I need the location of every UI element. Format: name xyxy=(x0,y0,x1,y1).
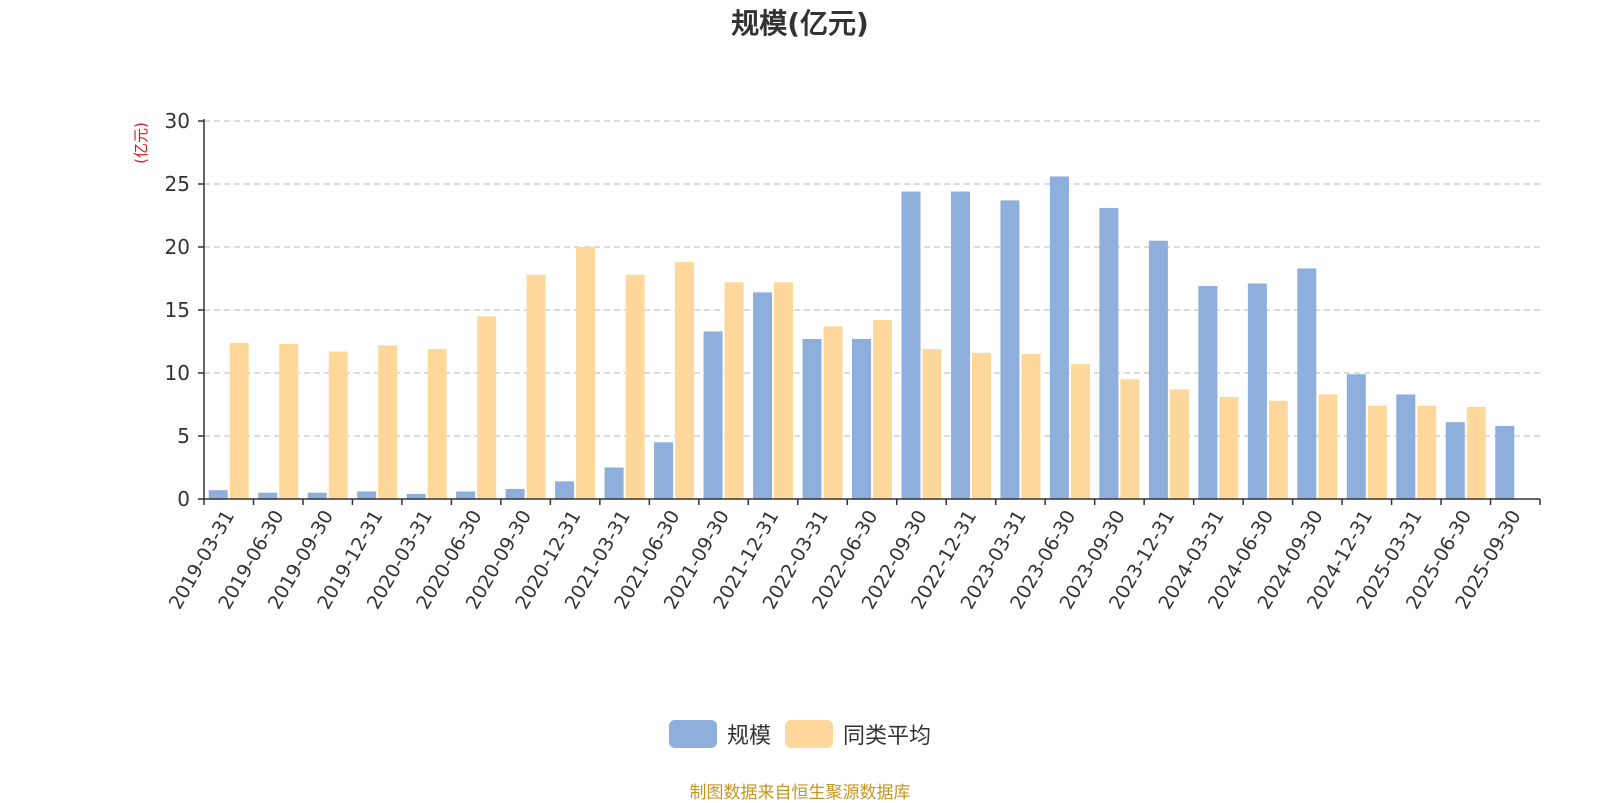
bar-scale[interactable] xyxy=(1198,286,1218,499)
bar-scale[interactable] xyxy=(703,331,723,499)
bar-peer-average[interactable] xyxy=(774,282,794,499)
y-tick-label: 20 xyxy=(165,235,190,259)
legend-swatch-peer-average xyxy=(785,720,833,748)
bar-peer-average[interactable] xyxy=(328,351,348,499)
bar-scale[interactable] xyxy=(1346,374,1366,499)
bar-peer-average[interactable] xyxy=(1219,396,1239,499)
bar-scale[interactable] xyxy=(1495,425,1515,499)
y-tick-label: 25 xyxy=(165,172,190,196)
bar-peer-average[interactable] xyxy=(675,262,695,499)
bar-peer-average[interactable] xyxy=(1070,364,1090,499)
bar-peer-average[interactable] xyxy=(1120,379,1140,499)
bar-peer-average[interactable] xyxy=(279,344,299,499)
bar-peer-average[interactable] xyxy=(1417,405,1437,499)
legend-item-peer-average[interactable]: 同类平均 xyxy=(785,718,931,750)
bar-scale[interactable] xyxy=(1445,422,1465,499)
bar-peer-average[interactable] xyxy=(873,320,892,499)
y-tick-label: 15 xyxy=(165,298,190,322)
bar-peer-average[interactable] xyxy=(724,282,744,499)
bar-peer-average[interactable] xyxy=(576,247,596,499)
legend-label-peer-average: 同类平均 xyxy=(843,724,932,749)
bar-peer-average[interactable] xyxy=(1169,389,1189,499)
bar-scale[interactable] xyxy=(357,491,377,499)
bar-scale[interactable] xyxy=(555,481,575,499)
bar-scale[interactable] xyxy=(208,490,228,499)
y-tick-label: 10 xyxy=(165,361,190,385)
bar-peer-average[interactable] xyxy=(1466,407,1486,499)
bar-peer-average[interactable] xyxy=(526,274,546,499)
source-note: 制图数据来自恒生聚源数据库 xyxy=(689,783,911,803)
legend: 规模 同类平均 xyxy=(0,718,1600,750)
bar-scale[interactable] xyxy=(258,492,278,499)
bar-peer-average[interactable] xyxy=(378,345,398,499)
bar-peer-average[interactable] xyxy=(1021,354,1041,499)
bar-scale[interactable] xyxy=(1396,394,1416,499)
bar-peer-average[interactable] xyxy=(427,349,447,499)
bar-peer-average[interactable] xyxy=(625,274,645,499)
bar-scale[interactable] xyxy=(901,191,921,499)
bar-scale[interactable] xyxy=(950,191,970,499)
chart-title: 规模(亿元) xyxy=(731,7,869,40)
grid-lines xyxy=(204,120,1540,437)
y-tick-label: 0 xyxy=(177,487,190,511)
legend-label-scale: 规模 xyxy=(726,724,771,749)
bar-peer-average[interactable] xyxy=(922,349,942,499)
y-axis-label: (亿元) xyxy=(132,122,150,164)
bar-peer-average[interactable] xyxy=(1268,400,1288,499)
bars xyxy=(208,176,1515,500)
bar-scale[interactable] xyxy=(604,467,624,500)
bar-scale[interactable] xyxy=(1099,207,1119,499)
bar-scale[interactable] xyxy=(1000,200,1020,499)
y-tick-label: 30 xyxy=(165,109,190,133)
legend-item-scale[interactable]: 规模 xyxy=(668,718,771,750)
y-tick-label: 5 xyxy=(177,424,190,448)
bar-scale[interactable] xyxy=(1049,176,1069,499)
bar-scale[interactable] xyxy=(456,491,476,499)
bar-peer-average[interactable] xyxy=(229,342,249,499)
bar-peer-average[interactable] xyxy=(1318,394,1338,499)
bar-scale[interactable] xyxy=(753,292,773,499)
legend-swatch-scale xyxy=(668,720,717,748)
bar-scale[interactable] xyxy=(654,442,674,499)
bar-peer-average[interactable] xyxy=(823,326,843,499)
bar-scale[interactable] xyxy=(406,493,426,499)
bar-scale[interactable] xyxy=(852,338,871,499)
bar-peer-average[interactable] xyxy=(1367,405,1387,499)
bar-scale[interactable] xyxy=(1297,268,1317,499)
bar-scale[interactable] xyxy=(1148,240,1168,499)
bar-scale[interactable] xyxy=(505,488,525,499)
bar-scale[interactable] xyxy=(1247,283,1267,499)
bar-scale[interactable] xyxy=(802,338,822,499)
bar-scale[interactable] xyxy=(307,492,327,499)
bar-peer-average[interactable] xyxy=(477,316,497,499)
bar-peer-average[interactable] xyxy=(971,352,991,499)
